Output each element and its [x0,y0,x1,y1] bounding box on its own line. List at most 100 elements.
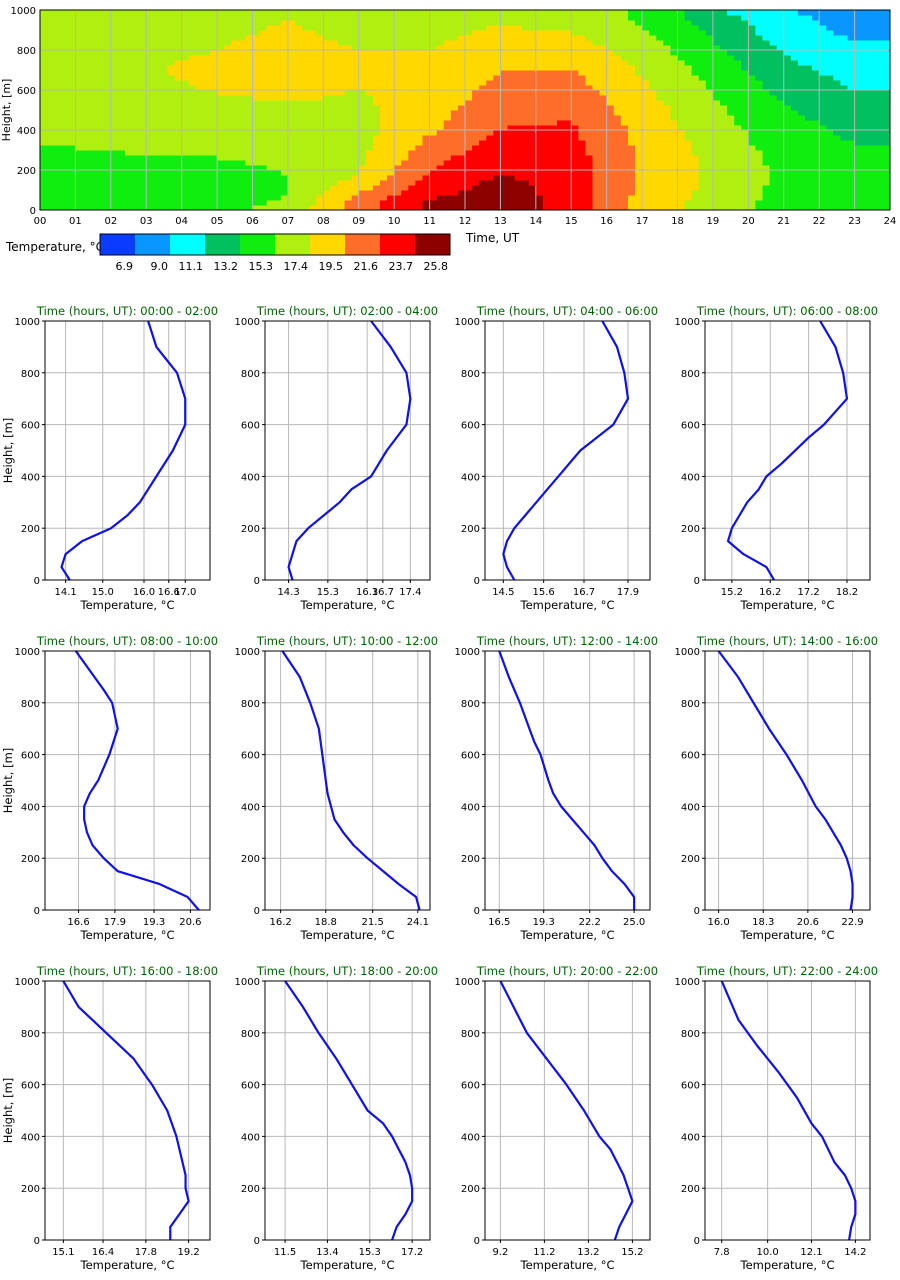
heatmap-cell [139,95,147,101]
heatmap-cell [627,195,636,201]
heatmap-cell [266,115,275,121]
heatmap-cell [741,40,749,46]
heatmap-cell [408,175,416,181]
heatmap-cell [110,80,119,86]
heatmap-cell [210,55,218,61]
heatmap-cell [280,180,289,186]
heatmap-cell [273,50,282,56]
heatmap-cell [557,145,565,151]
heatmap-cell [585,65,593,71]
heatmap-cell [302,135,310,141]
heatmap-cell [493,20,501,26]
heatmap-cell [372,10,381,16]
heatmap-cell [776,40,785,46]
heatmap-cell [578,30,586,36]
heatmap-cell [627,165,636,171]
heatmap-cell [344,45,353,51]
heatmap-cell [698,105,707,111]
heatmap-cell [224,165,232,171]
heatmap-cell [450,130,459,136]
heatmap-cell [75,155,83,161]
heatmap-cell [861,90,870,96]
heatmap-cell [330,180,338,186]
heatmap-cell [195,65,204,71]
heatmap-cell [408,195,416,201]
heatmap-cell [819,145,827,151]
heatmap-cell [330,75,338,81]
heatmap-cell [47,140,55,146]
heatmap-cell [75,75,83,81]
heatmap-cell [132,180,140,186]
heatmap-cell [514,145,523,151]
heatmap-cell [748,205,756,211]
heatmap-cell [358,120,367,126]
heatmap-cell [323,80,331,86]
heatmap-cell [535,80,544,86]
heatmap-cell [380,90,388,96]
heatmap-cell [635,105,643,111]
heatmap-cell [110,105,119,111]
heatmap-cell [117,55,126,61]
heatmap-cell [132,190,140,196]
heatmap-cell [266,90,275,96]
heatmap-cell [252,90,261,96]
heatmap-cell [684,85,693,91]
heatmap-cell [443,75,452,81]
heatmap-cell [783,85,792,91]
heatmap-cell [748,35,756,41]
heatmap-cell [125,200,133,206]
heatmap-cell [578,160,586,166]
heatmap-cell [826,125,834,131]
heatmap-cell [620,125,629,131]
heatmap-cell [217,55,225,61]
heatmap-cell [684,20,693,26]
heatmap-cell [54,80,62,86]
heatmap-cell [351,105,360,111]
heatmap-cell [280,155,289,161]
heatmap-cell [174,195,183,201]
heatmap-cell [429,15,438,21]
heatmap-cell [656,50,664,56]
heatmap-cell [642,105,650,111]
heatmap-cell [302,15,310,21]
heatmap-cell [493,95,501,101]
heatmap-cell [40,85,48,91]
heatmap-cell [861,40,870,46]
heatmap-cell [783,20,792,26]
heatmap-cell [82,190,91,196]
heatmap-cell [840,185,848,191]
heatmap-cell [606,195,615,201]
heatmap-cell [280,165,289,171]
heatmap-cell [571,170,579,176]
heatmap-cell [748,120,756,126]
heatmap-cell [493,130,501,136]
heatmap-cell [642,145,650,151]
heatmap-cell [224,90,232,96]
heatmap-cell [245,35,253,41]
heatmap-cell [550,140,558,146]
heatmap-cell [627,125,636,131]
heatmap-cell [514,40,523,46]
heatmap-cell [309,30,317,36]
heatmap-cell [840,15,848,21]
heatmap-cell [741,45,749,51]
heatmap-cell [620,175,629,181]
heatmap-cell [160,40,168,46]
heatmap-cell [153,75,161,81]
heatmap-cell [103,90,112,96]
heatmap-cell [401,85,409,91]
heatmap-cell [705,55,714,61]
heatmap-cell [252,30,261,36]
heatmap-cell [599,120,608,126]
heatmap-cell [103,60,112,66]
heatmap-cell [68,130,76,136]
heatmap-cell [521,155,530,161]
heatmap-cell [712,75,721,81]
heatmap-cell [252,140,261,146]
heatmap-cell [443,20,452,26]
heatmap-cell [564,35,572,41]
heatmap-cell [110,15,119,21]
heatmap-cell [762,10,771,16]
heatmap-cell [691,70,700,76]
heatmap-cell [670,15,678,21]
